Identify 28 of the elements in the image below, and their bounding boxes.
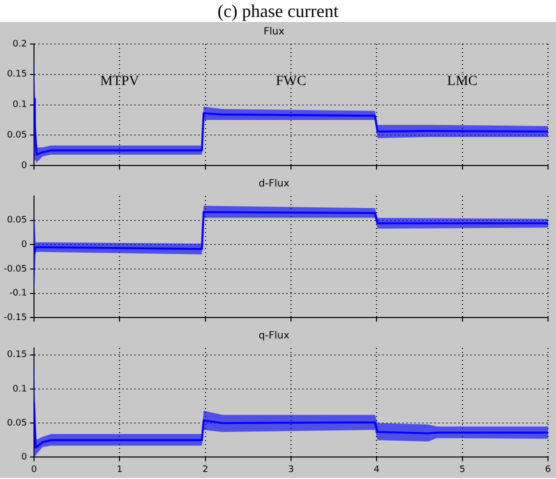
chart-title: Flux	[264, 26, 284, 38]
annotation: MTPV	[99, 74, 140, 90]
y-tick-label: 0.2	[12, 39, 27, 50]
y-tick-label: 0	[21, 160, 28, 171]
x-tick-label: 3	[288, 464, 294, 475]
y-tick-label: 0.05	[6, 216, 27, 226]
x-tick-label: 5	[459, 464, 466, 475]
y-tick-label: 0.05	[6, 130, 27, 141]
x-tick-label: 2	[202, 464, 208, 475]
x-tick-label: 1	[116, 464, 123, 475]
x-tick-label: 4	[374, 464, 380, 475]
y-tick-label: 0.05	[6, 418, 27, 428]
annotation: LMC	[446, 74, 478, 90]
chart-title: d-Flux	[258, 178, 290, 190]
y-tick-label: 0.1	[12, 384, 27, 394]
y-tick-label: 0.1	[12, 100, 27, 110]
x-tick-label: 6	[545, 464, 552, 475]
y-tick-label: 0	[21, 452, 28, 463]
x-tick-label: 0	[31, 464, 38, 475]
y-tick-label: -0.05	[4, 264, 27, 274]
y-tick-label: 0	[21, 240, 28, 250]
y-tick-label: 0.15	[6, 350, 27, 360]
text: (c) phase current	[218, 1, 338, 21]
y-tick-label: 0.15	[6, 70, 27, 80]
y-tick-label: -0.1	[9, 288, 27, 299]
y-tick-label: -0.15	[4, 312, 27, 323]
chart-title: q-Flux	[258, 330, 290, 342]
annotation: FWC	[274, 74, 308, 90]
